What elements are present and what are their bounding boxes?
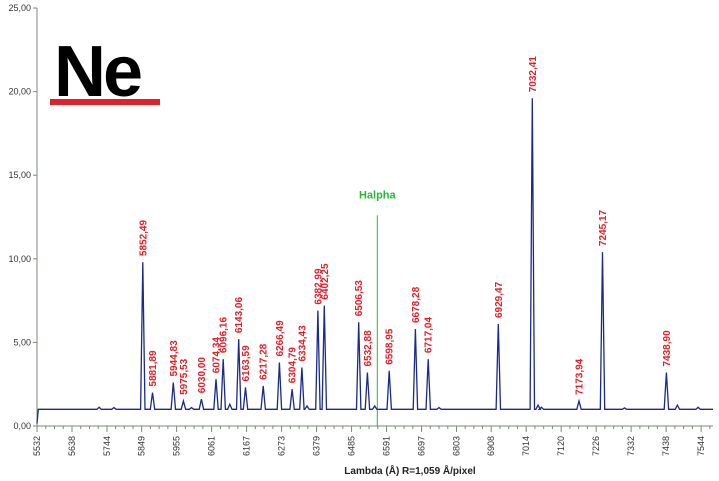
spectrum-line bbox=[36, 98, 713, 424]
peak-label: 6382,99 bbox=[313, 268, 324, 305]
y-tick-label: 15,00 bbox=[8, 170, 31, 180]
peak-label: 6304,79 bbox=[288, 347, 299, 384]
x-tick-label: 6908 bbox=[486, 436, 496, 456]
y-tick-label: 5,00 bbox=[13, 337, 31, 347]
axes bbox=[36, 8, 713, 427]
x-tick-label: 6485 bbox=[347, 436, 357, 456]
peak-label: 6074,34 bbox=[212, 337, 223, 374]
x-tick-label: 7120 bbox=[556, 436, 566, 456]
halpha-label: Halpha bbox=[359, 190, 397, 202]
peak-label: 5852,49 bbox=[138, 220, 149, 257]
y-tick-label: 25,00 bbox=[8, 3, 31, 13]
y-axis-ticks: 0,00 5,00 10,00 15,00 20,00 25,00 bbox=[8, 3, 37, 431]
element-logo: Ne bbox=[50, 32, 160, 112]
peak-label: 7173,94 bbox=[575, 358, 586, 395]
peak-label: 6266,49 bbox=[275, 320, 286, 357]
element-underline bbox=[50, 99, 160, 105]
x-tick-label: 5638 bbox=[67, 436, 77, 456]
x-axis-label: Lambda (Å) R=1,059 Å/pixel bbox=[344, 464, 476, 477]
peak-label: 7245,17 bbox=[598, 210, 609, 247]
peak-label: 5881,89 bbox=[148, 350, 159, 387]
x-tick-label: 6061 bbox=[207, 436, 217, 456]
x-tick-label: 7332 bbox=[626, 436, 636, 456]
peak-label: 6402,25 bbox=[320, 263, 331, 300]
peak-label: 6506,53 bbox=[354, 280, 365, 317]
peak-label: 6030,00 bbox=[197, 357, 208, 394]
x-axis-ticks: 5532 5638 5744 5849 5955 6061 6167 6273 6379 6485… bbox=[32, 426, 711, 456]
x-tick-label: 7438 bbox=[661, 436, 671, 456]
x-tick-label: 6803 bbox=[452, 436, 462, 456]
peak-label: 6096,16 bbox=[219, 317, 230, 354]
peak-label: 7032,41 bbox=[528, 56, 539, 93]
x-tick-label: 5744 bbox=[102, 436, 112, 456]
peak-label: 6217,28 bbox=[259, 343, 270, 380]
peak-label: 6678,28 bbox=[411, 286, 422, 323]
peak-label: 6143,06 bbox=[234, 297, 245, 334]
peak-label: 6163,59 bbox=[241, 345, 252, 382]
peak-label: 6598,95 bbox=[385, 328, 396, 365]
x-tick-label: 7544 bbox=[696, 436, 706, 456]
element-symbol-text: Ne bbox=[54, 32, 141, 112]
peak-label: 6929,47 bbox=[494, 281, 505, 318]
x-tick-label: 5532 bbox=[32, 436, 42, 456]
peak-label: 6717,04 bbox=[424, 317, 435, 354]
x-tick-label: 6379 bbox=[312, 436, 322, 456]
x-tick-label: 6591 bbox=[382, 436, 392, 456]
x-tick-label: 5849 bbox=[137, 436, 147, 456]
x-tick-label: 7014 bbox=[521, 436, 531, 456]
y-tick-label: 20,00 bbox=[8, 87, 31, 97]
peak-label: 6334,43 bbox=[297, 325, 308, 362]
peak-label: 6532,88 bbox=[363, 330, 374, 367]
peak-label: 7438,90 bbox=[662, 330, 673, 367]
y-tick-label: 10,00 bbox=[8, 254, 31, 264]
y-tick-label: 0,00 bbox=[13, 421, 31, 431]
x-tick-label: 6697 bbox=[417, 436, 427, 456]
x-tick-label: 6167 bbox=[242, 436, 252, 456]
x-tick-label: 7226 bbox=[591, 436, 601, 456]
peak-label: 5975,53 bbox=[179, 358, 190, 395]
peak-label: 5944,83 bbox=[169, 340, 180, 377]
x-tick-label: 5955 bbox=[172, 436, 182, 456]
x-tick-label: 6273 bbox=[277, 436, 287, 456]
halpha-marker: Halpha bbox=[359, 190, 397, 426]
